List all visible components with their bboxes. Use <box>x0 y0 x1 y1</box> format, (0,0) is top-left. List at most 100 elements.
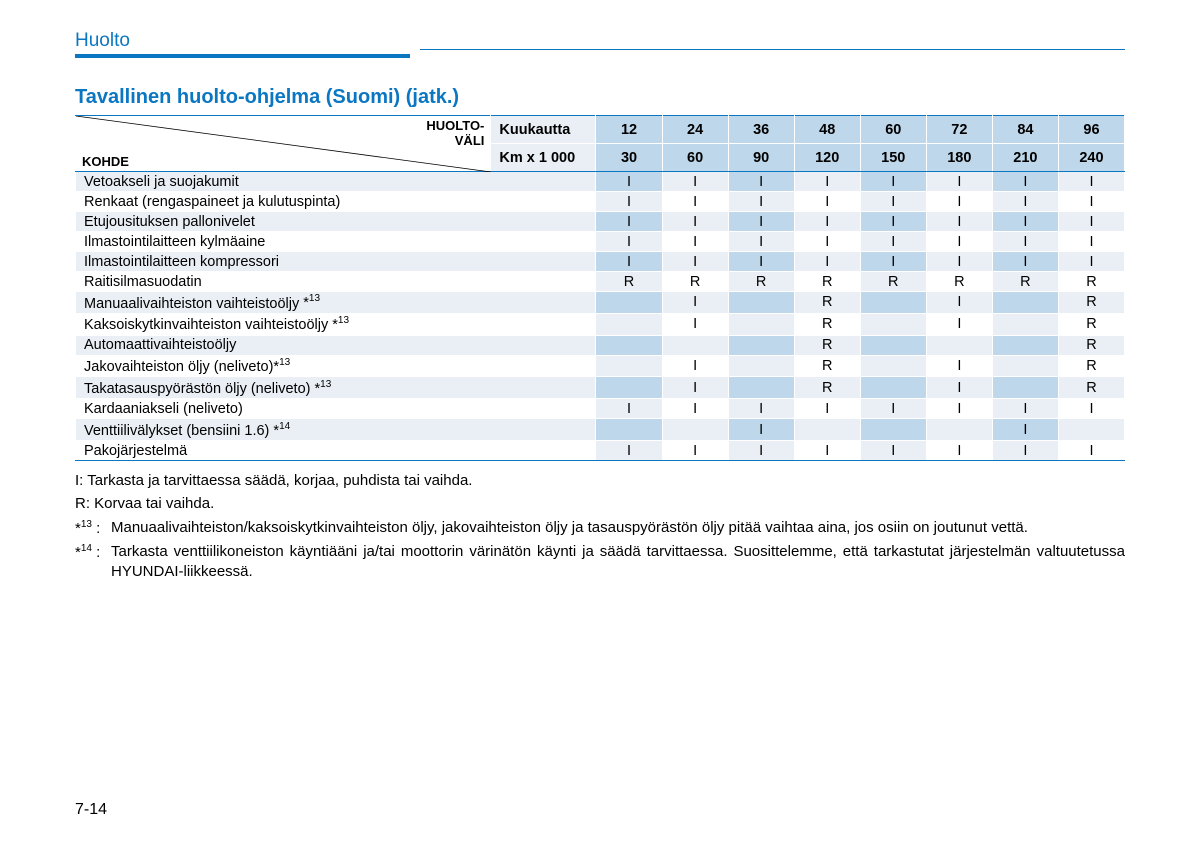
value-cell: I <box>926 212 992 232</box>
item-cell: Manuaalivaihteiston vaihteistoöljy *13 <box>76 292 596 314</box>
value-cell <box>860 292 926 314</box>
footnotes: *13 :Manuaalivaihteiston/kaksoiskytkinva… <box>75 518 1125 583</box>
value-cell: I <box>926 441 992 461</box>
header-km-cell: 150 <box>860 144 926 172</box>
subtitle: Tavallinen huolto-ohjelma (Suomi) (jatk.… <box>75 86 1125 109</box>
header-month-cell: 84 <box>992 116 1058 144</box>
value-cell: I <box>728 232 794 252</box>
value-cell <box>992 335 1058 355</box>
notes-block: I: Tarkasta ja tarvittaessa säädä, korja… <box>75 471 1125 582</box>
value-cell <box>1058 419 1124 441</box>
value-cell: I <box>794 192 860 212</box>
value-cell: I <box>728 419 794 441</box>
footnote-text: Tarkasta venttiilikoneiston käyntiääni j… <box>111 542 1125 583</box>
value-cell: I <box>992 252 1058 272</box>
value-cell: I <box>992 399 1058 419</box>
header-km-cell: 210 <box>992 144 1058 172</box>
table-row: Kardaaniakseli (neliveto)IIIIIIII <box>76 399 1125 419</box>
value-cell: I <box>860 192 926 212</box>
value-cell: I <box>926 399 992 419</box>
legend-r: R: Korvaa tai vaihda. <box>75 494 1125 514</box>
item-cell: Raitisilmasuodatin <box>76 272 596 292</box>
header-month-cell: 96 <box>1058 116 1124 144</box>
value-cell <box>926 419 992 441</box>
item-cell: Venttiilivälykset (bensiini 1.6) *14 <box>76 419 596 441</box>
value-cell: I <box>728 172 794 192</box>
value-cell: I <box>728 192 794 212</box>
value-cell <box>728 355 794 377</box>
value-cell <box>662 419 728 441</box>
header-month-cell: 72 <box>926 116 992 144</box>
value-cell <box>992 355 1058 377</box>
value-cell: I <box>926 313 992 335</box>
value-cell: I <box>662 212 728 232</box>
value-cell: I <box>728 252 794 272</box>
value-cell: I <box>926 192 992 212</box>
value-cell: I <box>794 172 860 192</box>
header-km-cell: 60 <box>662 144 728 172</box>
table-row: AutomaattivaihteistoöljyRR <box>76 335 1125 355</box>
value-cell <box>596 377 662 399</box>
footnote: *13 :Manuaalivaihteiston/kaksoiskytkinva… <box>75 518 1125 539</box>
value-cell: I <box>860 441 926 461</box>
value-cell: I <box>728 441 794 461</box>
value-cell: I <box>926 292 992 314</box>
value-cell <box>662 335 728 355</box>
title-underline <box>75 54 410 58</box>
value-cell: R <box>1058 272 1124 292</box>
value-cell <box>728 377 794 399</box>
value-cell: R <box>794 377 860 399</box>
value-cell <box>992 313 1058 335</box>
footnote: *14 :Tarkasta venttiilikoneiston käyntiä… <box>75 542 1125 583</box>
value-cell: R <box>992 272 1058 292</box>
value-cell: I <box>1058 212 1124 232</box>
value-cell: I <box>926 355 992 377</box>
value-cell: I <box>662 252 728 272</box>
footnote-label: *13 : <box>75 518 111 539</box>
table-row: Etujousituksen palloniveletIIIIIIII <box>76 212 1125 232</box>
value-cell: I <box>662 192 728 212</box>
item-cell: Ilmastointilaitteen kylmäaine <box>76 232 596 252</box>
value-cell: R <box>728 272 794 292</box>
table-body: Vetoakseli ja suojakumitIIIIIIIIRenkaat … <box>76 172 1125 461</box>
value-cell: I <box>1058 172 1124 192</box>
value-cell: R <box>794 355 860 377</box>
header-month-cell: 36 <box>728 116 794 144</box>
value-cell <box>860 313 926 335</box>
value-cell <box>596 419 662 441</box>
value-cell <box>992 292 1058 314</box>
value-cell: R <box>794 313 860 335</box>
value-cell: I <box>926 172 992 192</box>
header-km-cell: 90 <box>728 144 794 172</box>
item-cell: Etujousituksen pallonivelet <box>76 212 596 232</box>
value-cell <box>728 292 794 314</box>
header-month-cell: 48 <box>794 116 860 144</box>
table-row: Ilmastointilaitteen kylmäaineIIIIIIII <box>76 232 1125 252</box>
value-cell: I <box>596 232 662 252</box>
value-cell: R <box>794 292 860 314</box>
table-row: Kaksoiskytkinvaihteiston vaihteistoöljy … <box>76 313 1125 335</box>
item-cell: Pakojärjestelmä <box>76 441 596 461</box>
value-cell <box>596 292 662 314</box>
value-cell: I <box>728 212 794 232</box>
item-cell: Takatasauspyörästön öljy (neliveto) *13 <box>76 377 596 399</box>
value-cell: I <box>992 172 1058 192</box>
header-km-cell: 120 <box>794 144 860 172</box>
value-cell: I <box>596 252 662 272</box>
header-km-cell: 240 <box>1058 144 1124 172</box>
value-cell: I <box>662 232 728 252</box>
value-cell: I <box>596 192 662 212</box>
value-cell: I <box>794 232 860 252</box>
value-cell: R <box>662 272 728 292</box>
item-cell: Automaattivaihteistoöljy <box>76 335 596 355</box>
header-month-cell: 60 <box>860 116 926 144</box>
value-cell: I <box>1058 399 1124 419</box>
footnote-text: Manuaalivaihteiston/kaksoiskytkinvaihtei… <box>111 518 1125 539</box>
value-cell: I <box>992 212 1058 232</box>
table-row: Renkaat (rengaspaineet ja kulutuspinta)I… <box>76 192 1125 212</box>
value-cell: R <box>1058 377 1124 399</box>
value-cell <box>596 355 662 377</box>
value-cell <box>794 419 860 441</box>
header-month-cell: 12 <box>596 116 662 144</box>
value-cell: I <box>794 441 860 461</box>
